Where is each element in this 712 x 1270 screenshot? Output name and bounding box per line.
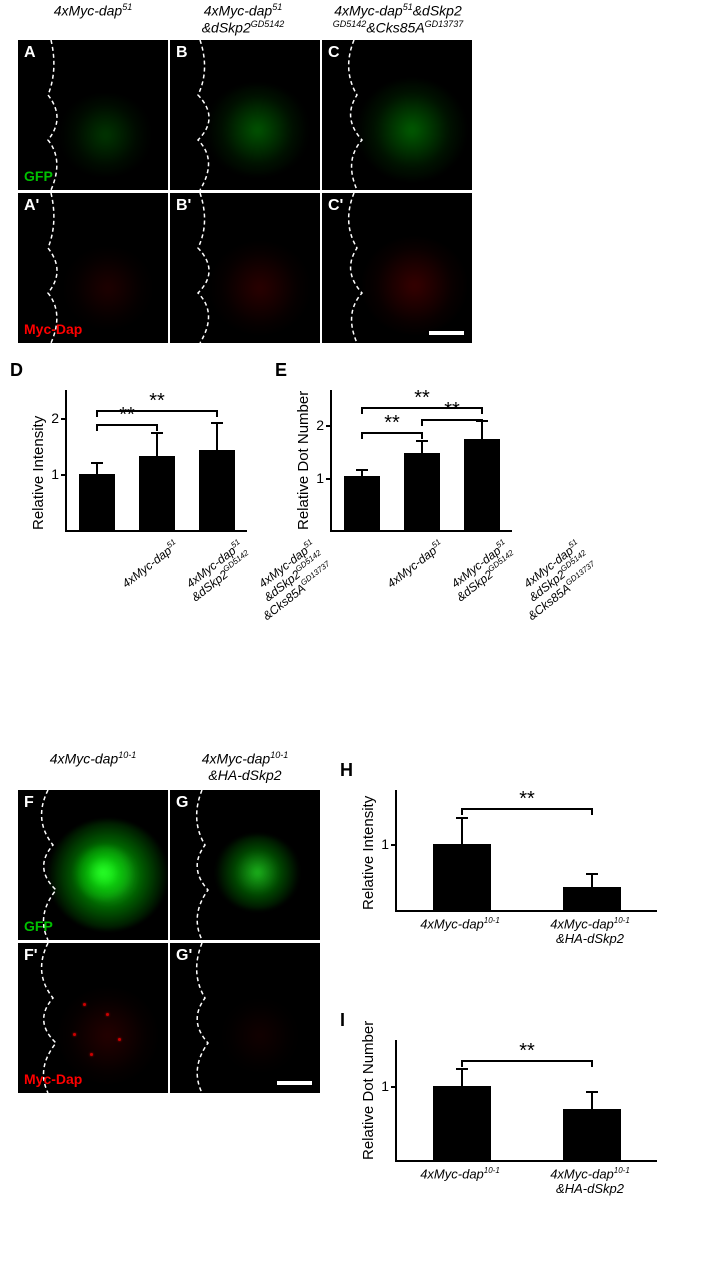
label-H: H — [340, 760, 353, 781]
sig-mark: ** — [519, 1040, 535, 1063]
panel-Fp: F' Myc-Dap — [18, 943, 168, 1093]
sig-mark: ** — [414, 387, 430, 410]
xtick-label: 4xMyc-dap51 — [119, 538, 181, 591]
chart-E: E 1 2 ** ** ** Relative Dot Number 4xMyc-dap51… — [275, 360, 525, 660]
channel-myc-F: Myc-Dap — [24, 1071, 82, 1087]
scalebar-top — [429, 331, 464, 335]
bar — [563, 1109, 622, 1160]
label-Ap: A' — [24, 197, 39, 215]
genotype-F: 4xMyc-dap10-1 — [18, 750, 168, 767]
xtick-label: 4xMyc-dap10-1&HA-dSkp2 — [550, 916, 630, 947]
scalebar-bottom — [277, 1081, 312, 1085]
bar — [139, 456, 175, 530]
bar — [344, 476, 380, 530]
bar — [199, 450, 235, 530]
figure-root: 4xMyc-dap51 4xMyc-dap51&dSkp2GD5142 4xMy… — [0, 0, 712, 1270]
panel-Bp: B' — [170, 193, 320, 343]
yaxis-title: Relative Dot Number — [295, 391, 312, 530]
genotype-G: 4xMyc-dap10-1&HA-dSkp2 — [170, 750, 320, 783]
ytick-label: 1 — [381, 1078, 389, 1094]
plot-area: 1** — [395, 790, 657, 912]
panel-Cp: C' — [322, 193, 472, 343]
panel-Ap: A' Myc-Dap — [18, 193, 168, 343]
xtick-label: 4xMyc-dap51&dSkp2GD5142 — [180, 538, 254, 605]
bar — [433, 1086, 492, 1160]
sig-mark: ** — [444, 399, 460, 422]
xtick-label: 4xMyc-dap10-1 — [420, 1166, 500, 1182]
sig-mark: ** — [149, 390, 165, 413]
plot-area: 12**** — [65, 390, 247, 532]
label-I: I — [340, 1010, 345, 1031]
bar — [404, 453, 440, 530]
label-G: G — [176, 794, 188, 812]
ytick-label: 1 — [51, 466, 59, 482]
sig-mark: ** — [384, 412, 400, 435]
yaxis-title: Relative Intensity — [360, 796, 377, 910]
ytick-label: 2 — [51, 410, 59, 426]
channel-gfp-A: GFP — [24, 168, 53, 184]
label-E: E — [275, 360, 287, 381]
xtick-label: 4xMyc-dap51&dSkp2GD5142&Cks85AGD13737 — [508, 538, 601, 623]
xtick-label: 4xMyc-dap51 — [384, 538, 446, 591]
label-B: B — [176, 44, 188, 62]
label-Fp: F' — [24, 947, 38, 965]
channel-myc-A: Myc-Dap — [24, 321, 82, 337]
bar — [563, 887, 622, 910]
label-C: C — [328, 44, 340, 62]
sig-mark: ** — [519, 788, 535, 811]
bar — [464, 439, 500, 530]
genotype-C: 4xMyc-dap51&dSkp2GD5142&Cks85AGD13737 — [318, 2, 478, 36]
sig-mark: ** — [119, 404, 135, 427]
xtick-label: 4xMyc-dap51&dSkp2GD5142 — [445, 538, 519, 605]
label-Cp: C' — [328, 197, 343, 215]
xtick-label: 4xMyc-dap10-1&HA-dSkp2 — [550, 1166, 630, 1197]
label-A: A — [24, 44, 36, 62]
panel-B: B — [170, 40, 320, 190]
panel-G: G — [170, 790, 320, 940]
label-F: F — [24, 794, 34, 812]
panel-F: F GFP — [18, 790, 168, 940]
chart-D: D 1 2 ** ** Relative Intensity 4xMyc-dap514xM… — [10, 360, 260, 660]
chart-H: H 1**Relative Intensity4xMyc-dap10-14xMy… — [340, 760, 690, 990]
yaxis-title: Relative Dot Number — [360, 1021, 377, 1160]
label-Bp: B' — [176, 197, 191, 215]
yaxis-title: Relative Intensity — [30, 416, 47, 530]
panel-C: C — [322, 40, 472, 190]
ytick-label: 2 — [316, 417, 324, 433]
ytick-label: 1 — [381, 836, 389, 852]
plot-area: 12****** — [330, 390, 512, 532]
label-D: D — [10, 360, 23, 381]
genotype-A: 4xMyc-dap51 — [18, 2, 168, 19]
label-Gp: G' — [176, 947, 192, 965]
ytick-label: 1 — [316, 470, 324, 486]
xtick-label: 4xMyc-dap10-1 — [420, 916, 500, 932]
panel-Gp: G' — [170, 943, 320, 1093]
chart-I: I 1**Relative Dot Number4xMyc-dap10-14xM… — [340, 1010, 690, 1240]
bar — [79, 474, 115, 530]
genotype-B: 4xMyc-dap51&dSkp2GD5142 — [168, 2, 318, 36]
panel-A: A GFP — [18, 40, 168, 190]
plot-area: 1** — [395, 1040, 657, 1162]
bar — [433, 844, 492, 910]
channel-gfp-F: GFP — [24, 918, 53, 934]
